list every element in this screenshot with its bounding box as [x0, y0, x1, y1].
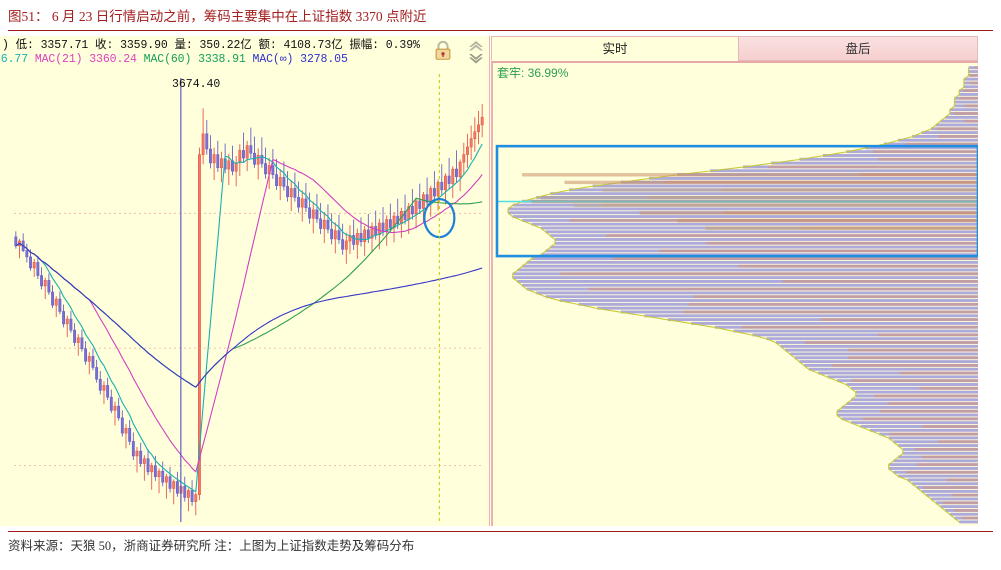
chip-panel-left-border	[491, 62, 493, 526]
low-label: ) 低:	[2, 39, 34, 52]
chip-distribution-panel[interactable]: 实时 盘后 套牢: 36.99%	[491, 36, 1001, 526]
close-label: 收:	[95, 39, 114, 52]
peak-price-label: 3674.40	[172, 78, 221, 91]
kline-panel[interactable]: ) 低: 3357.71 收: 3359.90 量: 350.22亿 额: 41…	[0, 36, 490, 526]
ma60-label: MAC(60)	[143, 53, 192, 66]
amplitude-value: 0.39%	[385, 39, 420, 52]
tab-realtime[interactable]: 实时	[491, 36, 739, 61]
ma21-label: MAC(21)	[34, 53, 83, 66]
kline-chart	[14, 74, 484, 524]
quote-readout-row2: 76.77 MAC(21) 3360.24 MAC(60) 3338.91 MA…	[0, 53, 348, 66]
ma-inf-value: 3278.05	[300, 53, 348, 66]
lock-icon[interactable]	[432, 40, 454, 62]
volume-value: 350.22亿	[199, 39, 252, 52]
title-divider	[8, 30, 993, 32]
figure-title: 图51： 6 月 23 日行情启动之前，筹码主要集中在上证指数 3370 点附近	[8, 9, 427, 24]
quote-readout-row1: ) 低: 3357.71 收: 3359.90 量: 350.22亿 额: 41…	[2, 39, 420, 52]
right-white-gutter	[978, 36, 1001, 526]
tabbar-underline	[491, 61, 978, 63]
close-value: 3359.90	[120, 39, 168, 52]
tab-after-hours[interactable]: 盘后	[738, 36, 978, 61]
ma-inf-label: MAC(∞)	[252, 53, 294, 66]
low-value: 3357.71	[40, 39, 89, 52]
kline-panel-right-border	[489, 36, 490, 526]
volume-label: 量:	[174, 39, 193, 52]
ma21-value: 3360.24	[89, 53, 137, 66]
ma-partial-value: 76.77	[0, 53, 29, 66]
locked-chips-label: 套牢: 36.99%	[497, 66, 569, 80]
chip-distribution-chart	[492, 62, 980, 526]
footer-divider	[8, 531, 993, 533]
screenshot-region: ) 低: 3357.71 收: 3359.90 量: 350.22亿 额: 41…	[0, 36, 1001, 526]
double-chevron-icon[interactable]	[466, 38, 486, 64]
amplitude-label: 振幅:	[349, 39, 379, 52]
amount-value: 4108.73亿	[283, 39, 343, 52]
source-note: 资料来源：天狼 50，浙商证券研究所 注：上图为上证指数走势及筹码分布	[8, 539, 415, 553]
ma60-value: 3338.91	[198, 53, 246, 66]
chip-tabbar: 实时 盘后	[491, 36, 978, 63]
amount-label: 额:	[258, 39, 277, 52]
